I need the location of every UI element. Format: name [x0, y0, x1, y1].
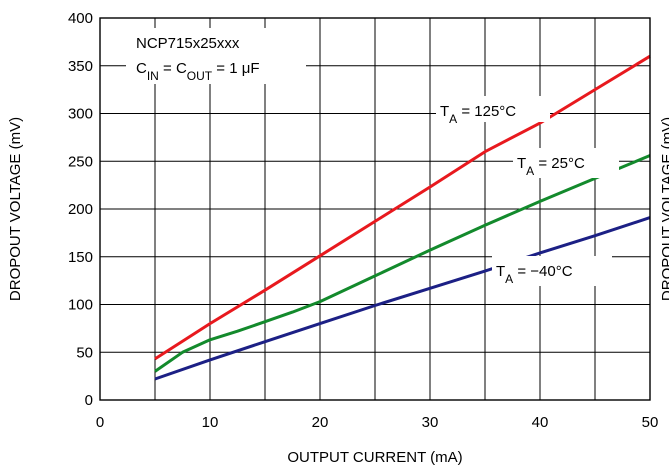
- series-label-125: TA = 125°C: [436, 96, 550, 126]
- series-label-25: TA = 25°C: [513, 148, 619, 178]
- y-tick-label: 50: [76, 344, 93, 361]
- x-tick-label: 50: [642, 414, 659, 431]
- y-tick-label: 350: [68, 58, 93, 75]
- y-tick-label: 150: [68, 249, 93, 266]
- plot-frame: [99, 17, 651, 401]
- y-tick-label: 0: [85, 392, 93, 409]
- x-axis-title: OUTPUT CURRENT (mA): [287, 449, 462, 466]
- annotation-device: NCP715x25xxx: [136, 35, 240, 52]
- y-tick-label: 400: [68, 10, 93, 27]
- series-line-1: [154, 154, 651, 373]
- annotation-capacitance: CIN = COUT = 1 μF: [136, 60, 260, 83]
- y-tick-label: 300: [68, 106, 93, 123]
- svg-text:TA = 25°C: TA = 25°C: [517, 155, 585, 178]
- svg-text:TA = −40°C: TA = −40°C: [496, 263, 573, 286]
- x-tick-label: 30: [422, 414, 439, 431]
- y-tick-label: 200: [68, 201, 93, 218]
- x-tick-label: 10: [202, 414, 219, 431]
- x-tick-label: 40: [532, 414, 549, 431]
- annotation-box: NCP715x25xxx CIN = COUT = 1 μF: [126, 28, 306, 84]
- y-axis-title: DROPOUT VOLTAGE (mV): [7, 117, 24, 301]
- series-label-minus40: TA = −40°C: [492, 256, 612, 286]
- series-line-0: [154, 54, 651, 361]
- y-tick-label: 100: [68, 297, 93, 314]
- x-tick-label: 0: [96, 414, 104, 431]
- svg-text:TA = 125°C: TA = 125°C: [440, 103, 516, 126]
- y-tick-label: 250: [68, 153, 93, 170]
- x-tick-label: 20: [312, 414, 329, 431]
- series-lines: [154, 54, 651, 381]
- right-y-axis-title: DROPOUT VOLTAGE (mV): [659, 117, 669, 301]
- tick-labels: 0 50 100 150 200 250 300 350 400 0 10 20 30 40 50: [68, 10, 658, 431]
- series-line-2: [154, 216, 651, 381]
